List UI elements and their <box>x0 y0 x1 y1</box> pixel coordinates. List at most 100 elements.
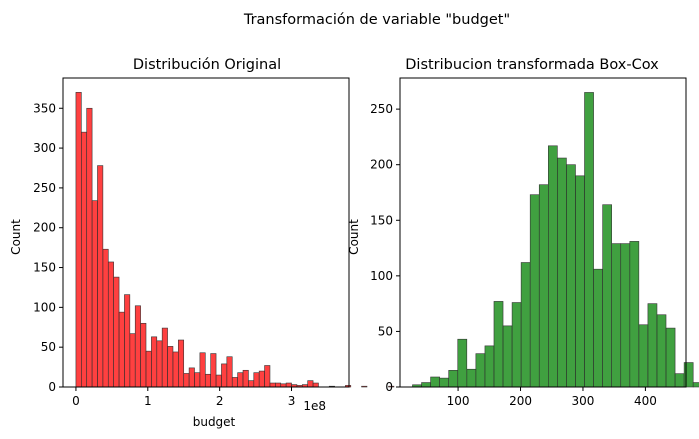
histogram-bar-boxcox <box>557 157 567 388</box>
histogram-bar-original <box>312 382 319 388</box>
y-tick-label: 200 <box>370 158 393 172</box>
y-axis-label-original: Count <box>9 219 23 255</box>
y-tick-label: 0 <box>385 380 393 394</box>
panel-title-original: Distribución Original <box>133 57 281 73</box>
bars-boxcox <box>412 92 699 388</box>
y-tick-label: 250 <box>33 181 56 195</box>
histogram-bar-original <box>226 356 233 388</box>
y-ticks-boxcox: 0 50 100 150 200 250 <box>370 102 400 394</box>
histogram-bar-original <box>75 92 82 388</box>
x-tick-label: 100 <box>447 394 470 408</box>
histogram-bar-boxcox <box>466 368 477 388</box>
panel-title-boxcox: Distribucion transformada Box-Cox <box>405 57 659 73</box>
x-ticks-boxcox: 100 200 300 400 <box>447 387 657 408</box>
histogram-bar-boxcox <box>421 382 431 388</box>
y-tick-label: 50 <box>41 340 56 354</box>
histogram-bar-original <box>269 382 276 388</box>
histogram-boxcox-panel: Distribucion transformada Box-Cox Count … <box>347 57 699 408</box>
y-tick-label: 100 <box>33 300 56 314</box>
histogram-bar-boxcox <box>520 262 531 388</box>
x-tick-label: 200 <box>509 394 532 408</box>
histogram-original-panel: Distribución Original Count budget 1e8 0… <box>9 57 395 429</box>
histogram-bar-boxcox <box>439 377 449 388</box>
x-tick-label: 0 <box>72 394 80 408</box>
histogram-bar-original <box>113 276 120 388</box>
histogram-bar-boxcox <box>638 324 649 388</box>
histogram-bar-boxcox <box>529 194 540 388</box>
histogram-bar-boxcox <box>620 243 631 388</box>
histogram-bar-original <box>285 382 292 388</box>
histogram-bar-original <box>210 353 217 388</box>
histogram-bar-boxcox <box>692 382 699 388</box>
histogram-bar-original <box>237 372 244 388</box>
y-axis-label-boxcox: Count <box>347 219 361 255</box>
histogram-bar-boxcox <box>674 373 685 388</box>
x-tick-label: 300 <box>572 394 595 408</box>
histogram-bar-boxcox <box>538 184 549 388</box>
histogram-bar-original <box>231 377 238 388</box>
y-tick-label: 200 <box>33 221 56 235</box>
histogram-bar-boxcox <box>647 303 658 388</box>
histogram-bar-original <box>151 336 158 388</box>
y-ticks-original: 0 50 100 150 200 250 300 350 <box>33 101 63 394</box>
histogram-bar-original <box>258 370 265 388</box>
y-tick-label: 0 <box>48 380 56 394</box>
histogram-bar-boxcox <box>665 327 676 388</box>
y-tick-label: 250 <box>370 102 393 116</box>
y-tick-label: 300 <box>33 141 56 155</box>
histogram-bar-original <box>199 352 206 388</box>
y-tick-label: 150 <box>370 213 393 227</box>
x-tick-label: 3 <box>288 394 296 408</box>
histogram-bar-original <box>275 382 282 388</box>
histogram-bar-boxcox <box>511 302 522 388</box>
histogram-bar-boxcox <box>629 241 640 388</box>
histogram-bar-boxcox <box>493 301 504 388</box>
histogram-bar-original <box>140 322 147 388</box>
histogram-bar-boxcox <box>593 268 603 388</box>
histogram-bar-boxcox <box>602 204 612 388</box>
histogram-bar-original <box>134 305 141 388</box>
histogram-bar-boxcox <box>457 338 468 388</box>
y-tick-label: 50 <box>378 324 393 338</box>
histogram-bar-original <box>97 165 104 388</box>
histogram-bar-original <box>194 372 201 388</box>
histogram-bar-original <box>183 373 190 388</box>
histogram-bar-boxcox <box>611 243 622 388</box>
x-tick-label: 2 <box>216 394 224 408</box>
y-tick-label: 100 <box>370 269 393 283</box>
histogram-bar-original <box>253 372 260 388</box>
histogram-bar-original <box>167 346 174 388</box>
histogram-bar-original <box>161 327 168 388</box>
histogram-bar-original <box>178 339 185 388</box>
x-tick-label: 1 <box>144 394 152 408</box>
histogram-bar-original <box>242 369 249 388</box>
histogram-bar-boxcox <box>683 362 694 388</box>
x-axis-label-original: budget <box>193 415 236 429</box>
histogram-bar-boxcox <box>502 325 513 388</box>
histogram-bar-original <box>124 294 131 388</box>
plot-frame-original <box>62 77 350 388</box>
histogram-bar-boxcox <box>448 370 459 388</box>
histogram-bar-original <box>215 374 222 388</box>
histogram-bar-original <box>156 340 163 388</box>
histogram-bar-boxcox <box>475 353 486 388</box>
histogram-bar-original <box>264 365 271 388</box>
x-axis-offset-label: 1e8 <box>303 399 326 413</box>
histogram-bar-original <box>102 248 109 388</box>
histogram-bar-boxcox <box>430 376 440 388</box>
histogram-bar-original <box>172 351 179 388</box>
histogram-bar-original <box>118 311 125 388</box>
histogram-bar-original <box>129 333 136 388</box>
histogram-bar-original <box>361 385 368 388</box>
histogram-bar-boxcox <box>575 175 585 388</box>
histogram-bar-boxcox <box>548 145 558 388</box>
y-tick-label: 150 <box>33 261 56 275</box>
x-tick-label: 400 <box>634 394 657 408</box>
figure-suptitle: Transformación de variable "budget" <box>243 12 510 28</box>
x-ticks-original: 0 1 2 3 <box>72 387 295 408</box>
histogram-bar-boxcox <box>584 92 594 388</box>
histogram-bar-original <box>91 200 98 388</box>
histogram-bar-original <box>248 380 255 388</box>
histogram-bar-boxcox <box>656 314 667 388</box>
